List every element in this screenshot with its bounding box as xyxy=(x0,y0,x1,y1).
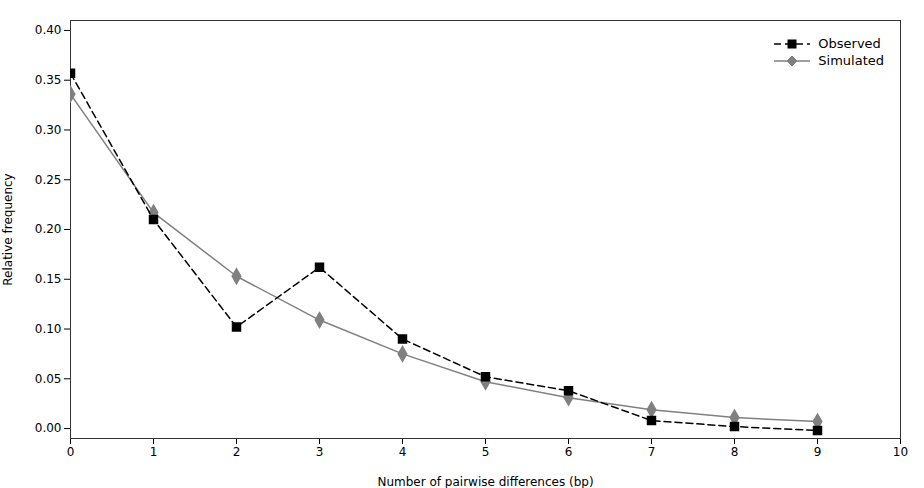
svg-text:0.25: 0.25 xyxy=(35,173,62,187)
html-text:Observed: Observed xyxy=(818,36,881,51)
svg-text:0: 0 xyxy=(67,445,75,459)
svg-text:0.15: 0.15 xyxy=(35,272,62,286)
svg-text:8: 8 xyxy=(731,445,739,459)
html-text:Simulated: Simulated xyxy=(818,53,884,68)
svg-text:1: 1 xyxy=(150,445,158,459)
svg-text:0.05: 0.05 xyxy=(35,372,62,386)
svg-text:0.40: 0.40 xyxy=(35,23,62,37)
svg-text:2: 2 xyxy=(233,445,241,459)
svg-text:0.00: 0.00 xyxy=(35,421,62,435)
svg-text:9: 9 xyxy=(814,445,822,459)
svg-text:0.30: 0.30 xyxy=(35,123,62,137)
svg-text:4: 4 xyxy=(399,445,407,459)
svg-text:Number of pairwise differences: Number of pairwise differences (bp) xyxy=(377,475,593,488)
svg-text:0.20: 0.20 xyxy=(35,222,62,236)
svg-text:5: 5 xyxy=(482,445,490,459)
svg-text:6: 6 xyxy=(565,445,573,459)
svg-text:0.35: 0.35 xyxy=(35,73,62,87)
svg-text:0.10: 0.10 xyxy=(35,322,62,336)
svg-text:3: 3 xyxy=(316,445,324,459)
svg-text:Relative frequency: Relative frequency xyxy=(1,173,15,285)
svg-text:10: 10 xyxy=(893,445,908,459)
svg-text:7: 7 xyxy=(648,445,656,459)
